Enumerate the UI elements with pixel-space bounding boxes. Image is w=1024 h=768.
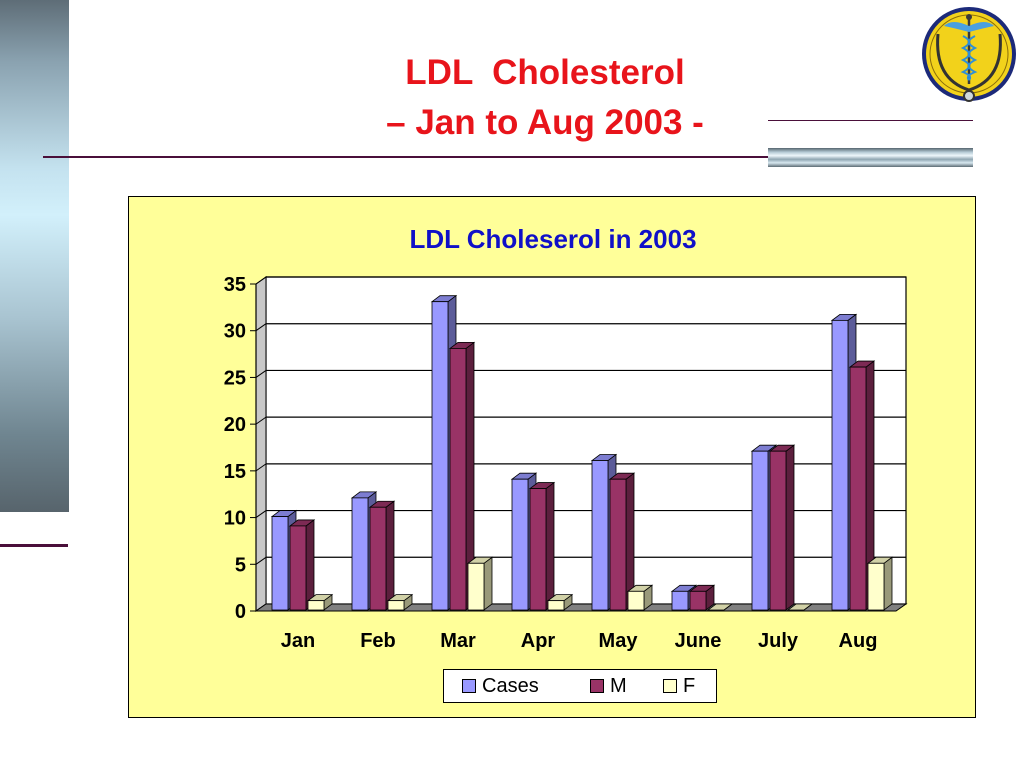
x-tick-label-mar: Mar <box>440 630 476 652</box>
legend-swatch-m <box>590 679 604 693</box>
y-tick-label: 10 <box>224 508 246 530</box>
side-gridline <box>255 370 267 378</box>
y-tick-label: 30 <box>224 321 246 343</box>
decorative-stripe-bar <box>768 148 973 167</box>
y-tick-label: 20 <box>224 414 246 436</box>
y-tick-label: 35 <box>224 274 246 296</box>
bar-m-apr <box>529 488 547 611</box>
x-tick-label-feb: Feb <box>360 630 396 652</box>
side-gridline <box>255 276 267 285</box>
x-tick-label-june: June <box>675 630 722 652</box>
y-tick-label: 25 <box>224 367 246 389</box>
title-rule-right-thin <box>768 120 973 121</box>
y-tick-label: 5 <box>235 554 246 576</box>
caduceus-stethoscope-emblem-icon <box>922 7 1016 102</box>
legend-swatch-cases <box>462 679 476 693</box>
x-tick-label-apr: Apr <box>521 630 556 652</box>
x-tick-label-aug: Aug <box>839 630 878 652</box>
bar-f-apr <box>547 600 565 611</box>
side-gridline <box>255 556 267 565</box>
bar-cases-may <box>591 460 609 611</box>
bar-f-aug-side <box>883 556 893 611</box>
y-tick-label: 0 <box>235 601 246 623</box>
bar-m-mar <box>449 347 467 611</box>
bar-m-jan <box>289 525 307 611</box>
slide-title-line-2: – Jan to Aug 2003 - <box>386 103 704 142</box>
x-tick-label-july: July <box>758 630 799 652</box>
slide-title-line-1: LDL Cholesterol <box>405 53 685 92</box>
y-tick-label: 15 <box>224 461 246 483</box>
title-underline-rule <box>43 156 774 158</box>
bar-f-aug <box>867 562 885 611</box>
bar-f-feb <box>387 600 405 611</box>
side-gridline <box>255 510 267 518</box>
bar-m-may <box>609 478 627 611</box>
x-tick-label-jan: Jan <box>281 630 315 652</box>
bar-cases-mar <box>431 301 449 611</box>
bar-f-july-top <box>786 603 814 611</box>
side-gridline <box>255 323 267 332</box>
side-gridline <box>255 416 267 425</box>
x-tick-label-may: May <box>599 630 639 652</box>
bar-m-apr-side <box>545 481 555 611</box>
bar-m-june <box>689 590 707 611</box>
bar-f-jan <box>307 600 325 611</box>
bar-cases-apr <box>511 478 529 611</box>
side-gridline <box>255 463 267 472</box>
chart-legend: Cases M F <box>443 669 717 703</box>
bar-cases-july <box>751 450 769 611</box>
left-decorative-bar <box>0 0 69 512</box>
bar-cases-jan <box>271 516 289 611</box>
legend-label-cases: Cases <box>482 674 539 697</box>
legend-label-m: M <box>610 674 627 697</box>
legend-swatch-f <box>663 679 677 693</box>
bar-cases-feb <box>351 497 369 611</box>
bar-cases-june <box>671 590 689 611</box>
legend-item-f: F <box>663 675 695 698</box>
bar-m-feb-side <box>385 500 395 611</box>
bar-f-june-top <box>706 603 734 611</box>
legend-item-cases: Cases <box>462 675 539 698</box>
left-accent-dash <box>0 544 68 547</box>
bar-m-jan-side <box>305 519 315 611</box>
slide-title: LDL Cholesterol – Jan to Aug 2003 - <box>250 48 840 148</box>
bar-cases-aug <box>831 319 849 611</box>
bar-f-may <box>627 590 645 611</box>
bar-f-mar <box>467 562 485 611</box>
bar-m-july-side <box>785 444 795 611</box>
chart-title: LDL Choleserol in 2003 <box>409 224 696 254</box>
bar-m-aug <box>849 366 867 611</box>
bar-m-feb <box>369 506 387 611</box>
legend-label-f: F <box>683 674 696 697</box>
chart-area: LDL Choleserol in 2003 0 5 10 15 20 25 30 35 Jan… <box>128 196 976 718</box>
bar-m-july <box>769 450 787 611</box>
bar-chart-svg: LDL Choleserol in 2003 0 5 10 15 20 25 30 35 Jan… <box>224 224 908 652</box>
legend-item-m: M <box>590 675 627 698</box>
plot-layer: 0 5 10 15 20 25 30 35 Jan Feb Mar Apr May June July Aug <box>224 274 908 652</box>
bar-f-mar-side <box>483 556 493 611</box>
